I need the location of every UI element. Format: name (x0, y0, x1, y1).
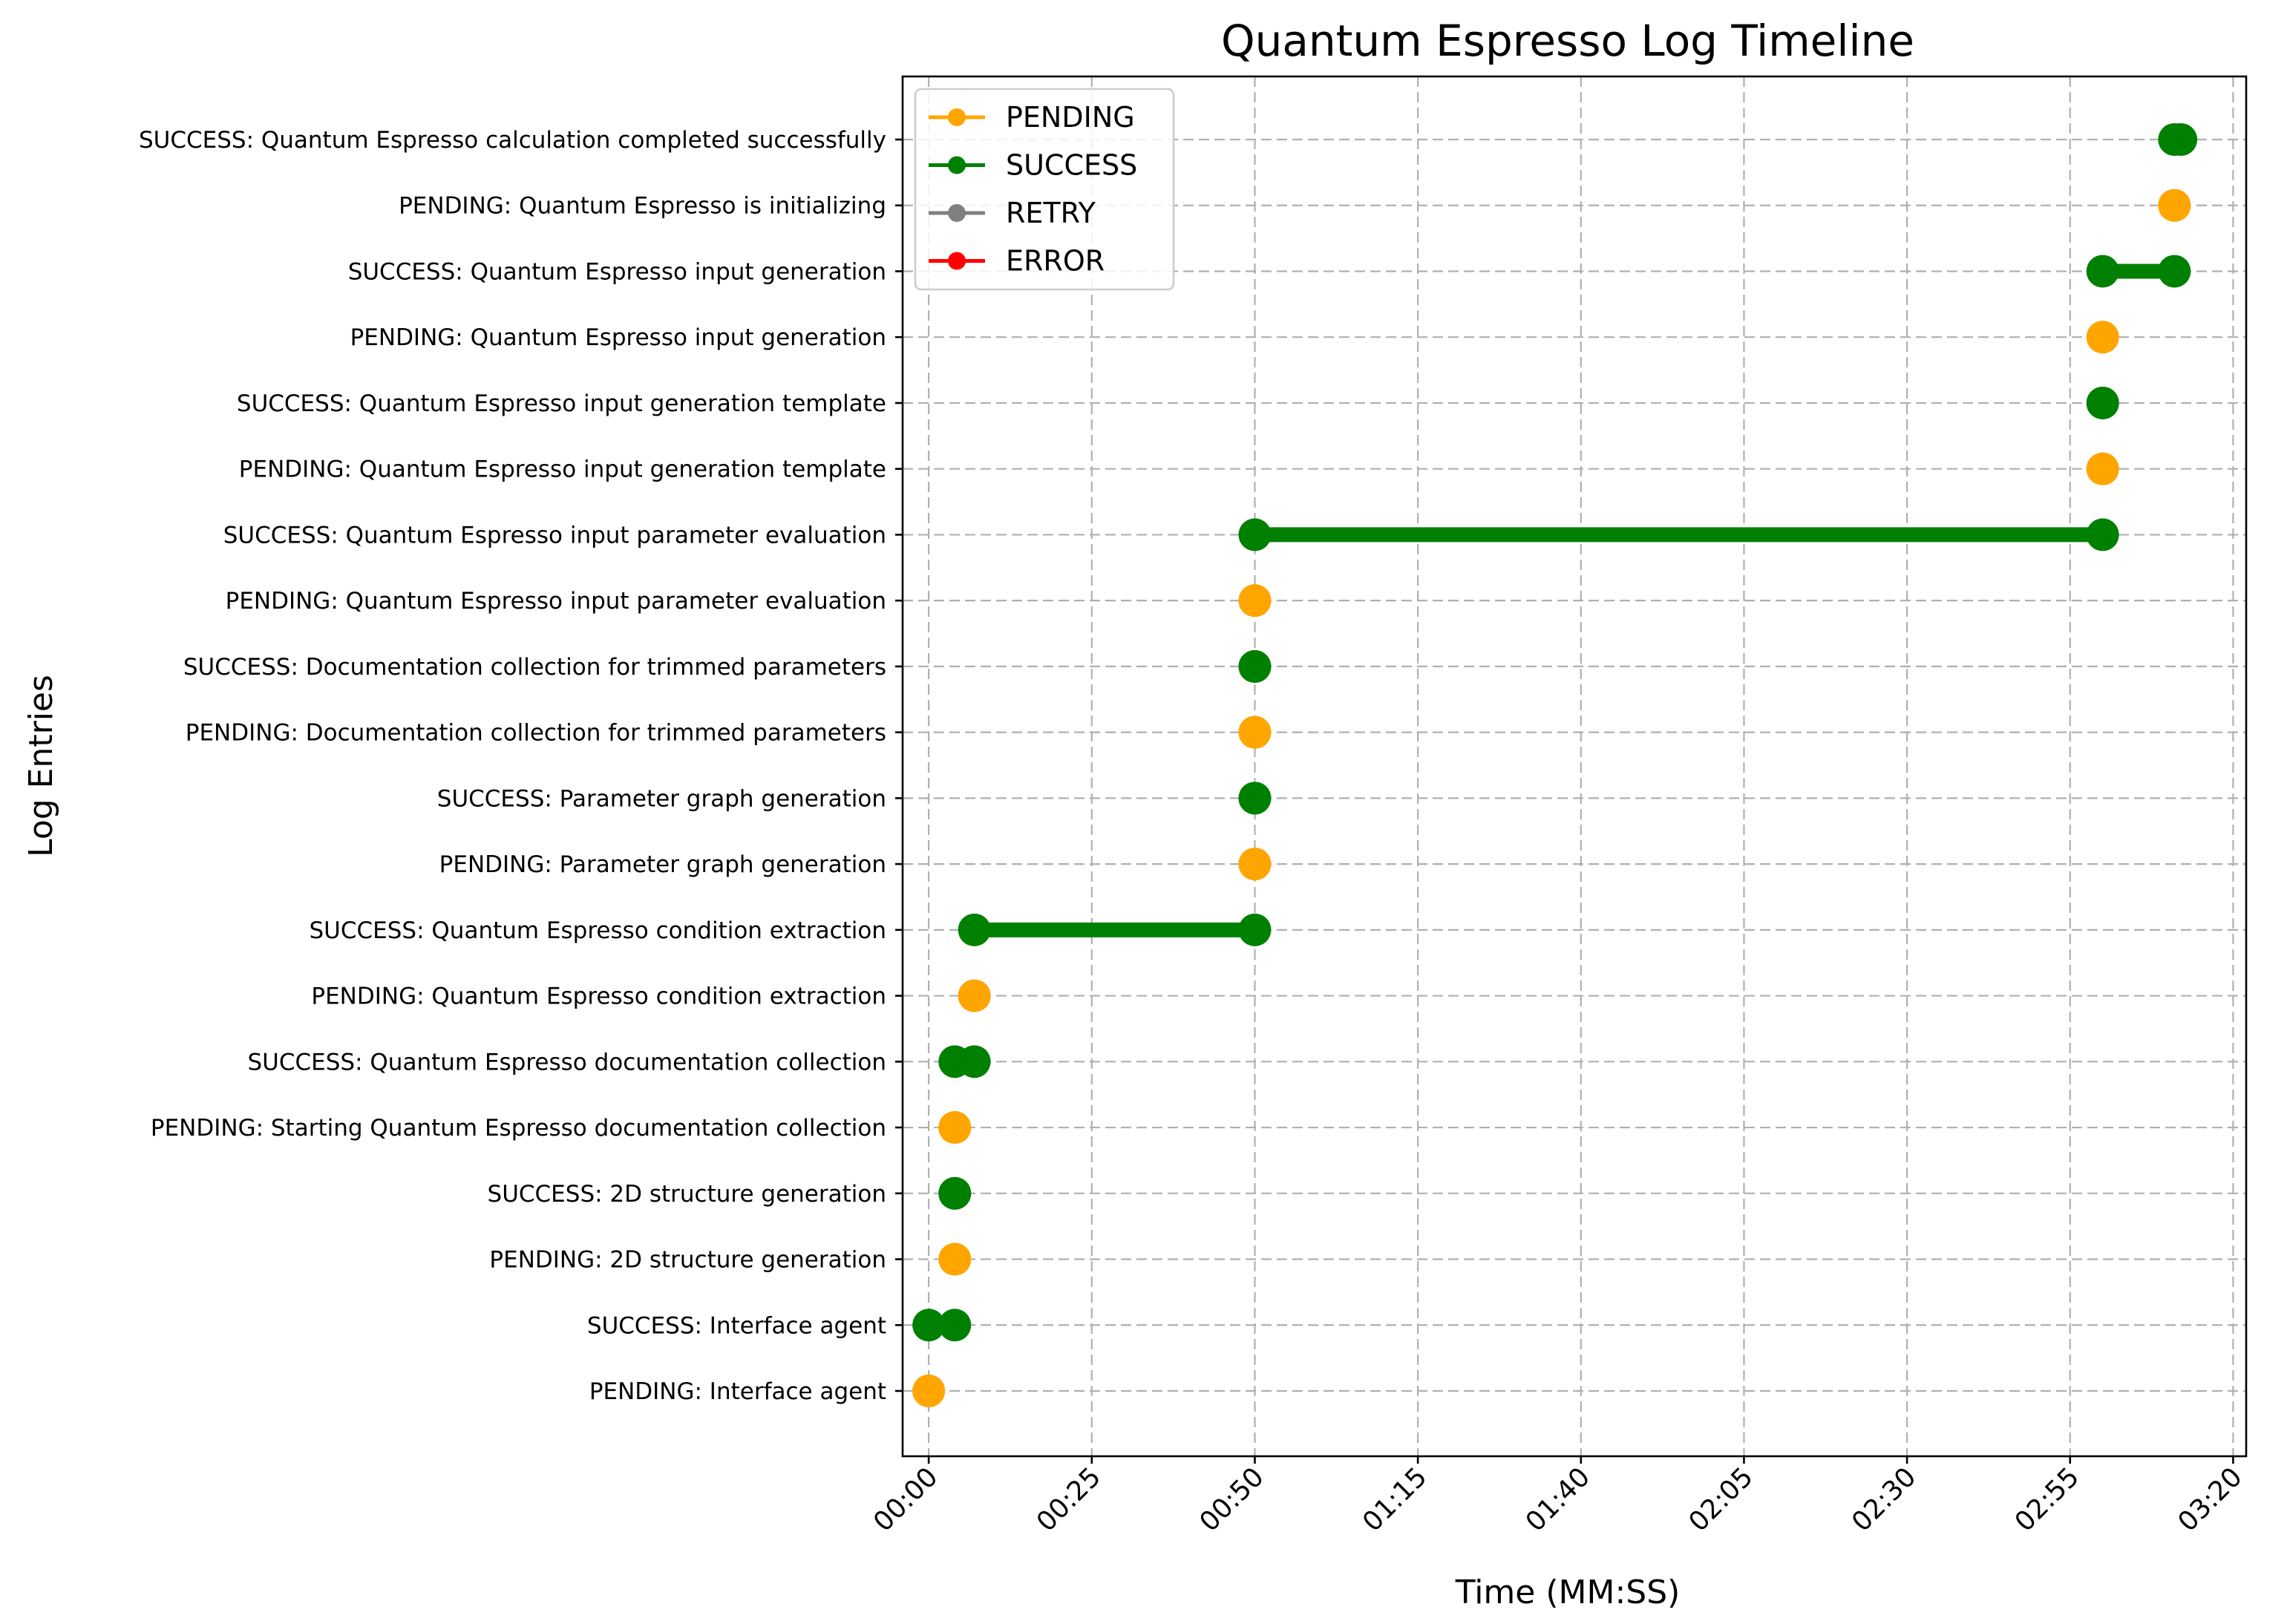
end-point (2086, 452, 2119, 485)
y-tick-label: SUCCESS: Quantum Espresso calculation co… (139, 127, 886, 154)
end-point (938, 1309, 972, 1342)
legend-box (914, 88, 1175, 291)
y-tick-label: PENDING: Parameter graph generation (439, 851, 886, 878)
legend-label: ERROR (1006, 245, 1105, 278)
legend-label: RETRY (1006, 197, 1096, 229)
end-point (1238, 649, 1272, 683)
end-point (958, 979, 991, 1012)
legend-marker (948, 156, 966, 174)
end-point (2086, 518, 2119, 551)
y-axis-label: Log Entries (22, 675, 60, 857)
end-point (2165, 123, 2198, 156)
y-tick-label: SUCCESS: Quantum Espresso input paramete… (223, 522, 886, 549)
plot-frame (901, 75, 2248, 1458)
end-point (912, 1375, 946, 1407)
end-point (1238, 913, 1272, 946)
y-tick-label: SUCCESS: 2D structure generation (488, 1181, 886, 1208)
y-tick-label: PENDING: Quantum Espresso input generati… (350, 324, 886, 351)
legend-marker (948, 252, 966, 270)
end-point (958, 1045, 991, 1078)
start-point (958, 913, 991, 946)
start-point (912, 1309, 946, 1342)
y-tick-label: PENDING: Starting Quantum Espresso docum… (151, 1115, 886, 1142)
grid (903, 76, 2246, 1456)
y-tick-label: SUCCESS: Interface agent (587, 1312, 886, 1339)
y-tick-label: PENDING: Quantum Espresso condition extr… (311, 983, 886, 1010)
y-tick-label: PENDING: 2D structure generation (489, 1247, 886, 1274)
y-tick-label: PENDING: Quantum Espresso is initializin… (399, 193, 886, 220)
y-tick-label: PENDING: Documentation collection for tr… (186, 720, 886, 747)
y-tick-label: SUCCESS: Parameter graph generation (437, 785, 886, 812)
end-point (2158, 255, 2191, 288)
start-point (1238, 518, 1272, 551)
end-point (1238, 782, 1272, 815)
chart-title: Quantum Espresso Log Timeline (1221, 16, 1914, 66)
y-tick-label: PENDING: Quantum Espresso input paramete… (226, 588, 886, 615)
y-tick-label: PENDING: Interface agent (589, 1378, 886, 1405)
x-axis-label: Time (MM:SS) (1455, 1574, 1681, 1611)
start-point (2086, 255, 2119, 288)
series (912, 123, 2198, 1407)
legend-marker (948, 108, 966, 126)
end-point (938, 1111, 972, 1145)
y-axis-ticks: PENDING: Interface agent SUCCESS: Interfa… (139, 127, 903, 1405)
legend-marker (948, 204, 966, 222)
end-point (2158, 189, 2191, 222)
y-tick-label: SUCCESS: Quantum Espresso input generati… (237, 390, 886, 417)
y-tick-label: PENDING: Quantum Espresso input generati… (239, 456, 886, 483)
end-point (1238, 716, 1272, 749)
legend-label: PENDING (1006, 101, 1135, 134)
y-tick-label: SUCCESS: Documentation collection for tr… (183, 654, 886, 681)
end-point (1238, 848, 1272, 881)
y-tick-label: SUCCESS: Quantum Espresso documentation … (248, 1049, 887, 1075)
y-tick-label: SUCCESS: Quantum Espresso condition extr… (310, 917, 887, 944)
end-point (2086, 386, 2119, 419)
end-point (1238, 584, 1272, 618)
legend: PENDING SUCCESS RETRY ERROR (914, 88, 1175, 291)
y-tick-label: SUCCESS: Quantum Espresso input generati… (348, 258, 886, 285)
end-point (938, 1242, 972, 1276)
end-point (2086, 321, 2119, 354)
legend-label: SUCCESS (1006, 149, 1137, 182)
end-point (938, 1176, 972, 1210)
